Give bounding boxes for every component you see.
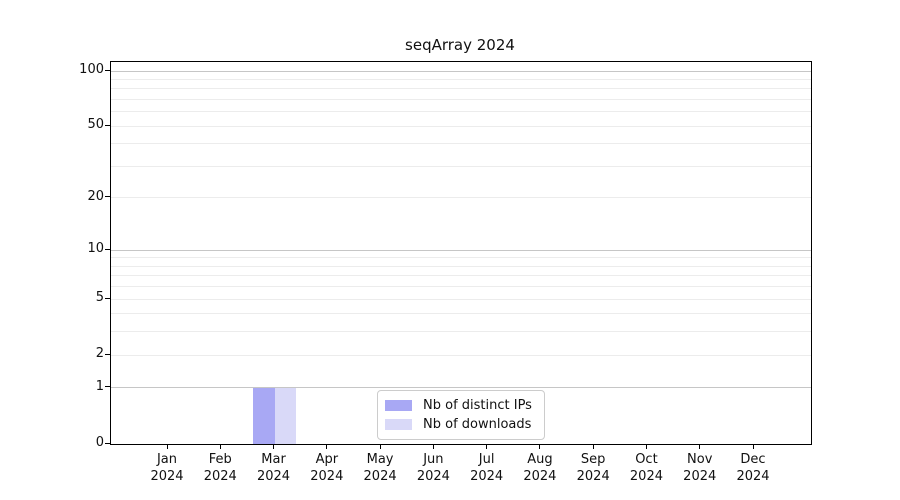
bar-nb-of-downloads	[274, 387, 297, 444]
y-tick-label: 100	[79, 62, 104, 78]
bar-nb-of-distinct-ips	[253, 387, 275, 444]
x-axis-tick	[326, 444, 328, 449]
minor-gridline	[111, 99, 811, 101]
x-axis-tick	[752, 444, 754, 449]
x-axis-tick	[273, 444, 275, 449]
y-axis-tick	[105, 353, 110, 355]
x-axis-tick	[486, 444, 488, 449]
x-tick-label: Feb 2024	[203, 452, 237, 484]
y-axis-tick	[105, 442, 110, 444]
major-gridline	[111, 249, 811, 251]
minor-gridline	[111, 265, 811, 267]
x-axis-tick	[539, 444, 541, 449]
y-axis-tick	[105, 248, 110, 250]
y-tick-label: 20	[87, 188, 104, 204]
minor-gridline	[111, 313, 811, 315]
legend-swatch-distinct-ips	[385, 400, 412, 411]
minor-gridline	[111, 354, 811, 356]
minor-gridline	[111, 88, 811, 90]
y-tick-label: 2	[95, 346, 104, 362]
chart-title: seqArray 2024	[405, 36, 515, 54]
x-axis-tick	[645, 444, 647, 449]
y-tick-label: 50	[87, 117, 104, 133]
y-axis-tick	[105, 386, 110, 388]
y-tick-label: 5	[95, 290, 104, 306]
x-tick-label: Jan 2024	[150, 452, 184, 484]
minor-gridline	[111, 197, 811, 199]
x-axis-tick	[166, 444, 168, 449]
y-axis-tick	[105, 196, 110, 198]
legend-item-distinct-ips: Nb of distinct IPs	[385, 396, 535, 415]
x-tick-label: Sep 2024	[576, 452, 610, 484]
minor-gridline	[111, 143, 811, 145]
x-tick-label: Jun 2024	[416, 452, 450, 484]
x-tick-label: Apr 2024	[310, 452, 344, 484]
legend: Nb of distinct IPs Nb of downloads	[377, 390, 545, 440]
y-axis-tick	[105, 124, 110, 126]
x-axis-tick	[219, 444, 221, 449]
x-axis-tick	[699, 444, 701, 449]
x-tick-label: Oct 2024	[629, 452, 663, 484]
x-axis-tick	[592, 444, 594, 449]
y-axis-tick	[105, 297, 110, 299]
x-axis-tick	[432, 444, 434, 449]
minor-gridline	[111, 257, 811, 259]
x-axis-tick	[379, 444, 381, 449]
minor-gridline	[111, 78, 811, 80]
x-tick-label: Mar 2024	[256, 452, 291, 484]
legend-label-downloads: Nb of downloads	[423, 417, 532, 432]
minor-gridline	[111, 111, 811, 113]
major-gridline	[111, 70, 811, 72]
y-tick-label: 1	[95, 378, 104, 394]
legend-swatch-downloads	[385, 419, 412, 430]
legend-item-downloads: Nb of downloads	[385, 415, 535, 434]
y-tick-label: 10	[87, 241, 104, 257]
x-tick-label: Aug 2024	[523, 452, 557, 484]
minor-gridline	[111, 166, 811, 167]
x-tick-label: Nov 2024	[683, 452, 717, 484]
minor-gridline	[111, 298, 811, 300]
legend-label-distinct-ips: Nb of distinct IPs	[423, 398, 532, 413]
x-tick-label: Jul 2024	[470, 452, 504, 484]
minor-gridline	[111, 331, 811, 333]
minor-gridline	[111, 125, 811, 127]
y-axis-tick	[105, 69, 110, 71]
plot-area	[110, 61, 812, 445]
minor-gridline	[111, 275, 811, 277]
minor-gridline	[111, 286, 811, 288]
y-tick-label: 0	[95, 435, 104, 450]
x-tick-label: May 2024	[363, 452, 397, 484]
x-tick-label: Dec 2024	[736, 452, 770, 484]
major-gridline	[111, 387, 811, 389]
